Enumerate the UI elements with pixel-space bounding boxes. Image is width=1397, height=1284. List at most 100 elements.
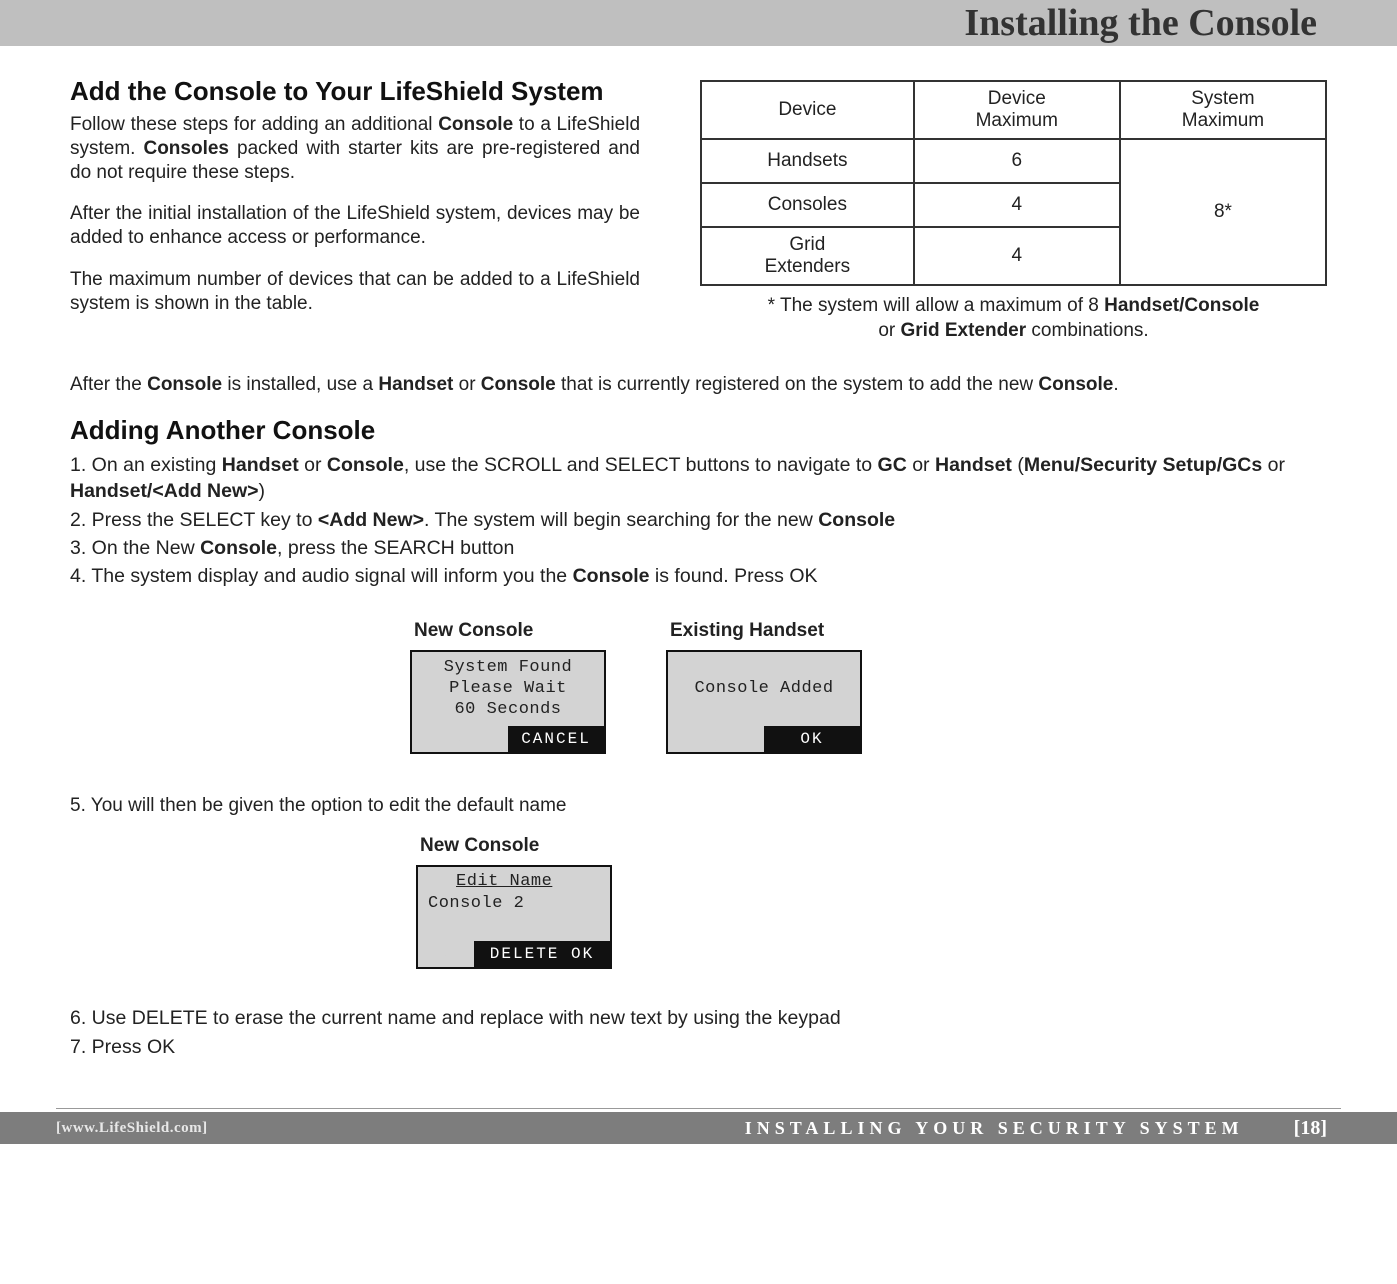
text: Grid xyxy=(789,234,825,255)
text-bold: Console xyxy=(438,114,513,135)
lcd-body: System Found Please Wait 60 Seconds xyxy=(412,652,604,726)
footer-rule xyxy=(56,1108,1341,1109)
lcd-button-blank: . xyxy=(418,941,474,967)
text-bold: Console xyxy=(327,454,404,476)
text: ( xyxy=(1012,454,1024,476)
table-cell: 4 xyxy=(914,227,1120,285)
lcd-new-console: New Console System Found Please Wait 60 … xyxy=(410,620,606,754)
lcd-line: 60 Seconds xyxy=(454,699,561,720)
text-bold: Menu/Security Setup/GCs xyxy=(1024,454,1262,476)
text: or xyxy=(1262,454,1285,476)
lcd-button-delete-ok: DELETE OK xyxy=(474,941,610,967)
lcd-buttons: . OK xyxy=(668,726,860,752)
text: Maximum xyxy=(1182,110,1264,131)
table-cell: Handsets xyxy=(701,139,914,183)
list-item: 4. The system display and audio signal w… xyxy=(70,563,1327,589)
text: * The system will allow a maximum of 8 xyxy=(768,295,1104,316)
table-header-device-max: DeviceMaximum xyxy=(914,81,1120,139)
lcd-body: Console Added xyxy=(668,652,860,726)
lcd-edit-name: New Console Edit Name Console 2 . DELETE… xyxy=(416,835,1327,969)
page-title: Installing the Console xyxy=(964,1,1317,45)
text: or xyxy=(878,320,900,341)
text-bold: Handset xyxy=(378,374,453,395)
lcd-line: Please Wait xyxy=(449,678,567,699)
text: 2. Press the SELECT key to xyxy=(70,509,318,531)
list-item: 3. On the New Console, press the SEARCH … xyxy=(70,535,1327,561)
table-cell: Consoles xyxy=(701,183,914,227)
text: or xyxy=(299,454,327,476)
text: 3. On the New xyxy=(70,537,200,559)
text: Extenders xyxy=(765,256,851,277)
section2-heading: Adding Another Console xyxy=(70,415,1327,446)
lcd-body: Edit Name Console 2 xyxy=(418,867,610,941)
list-item: 6. Use DELETE to erase the current name … xyxy=(70,1005,1327,1031)
para-after-install: After the Console is installed, use a Ha… xyxy=(70,373,1327,397)
text: System xyxy=(1191,88,1254,109)
lcd-line: Console Added xyxy=(694,678,833,699)
text: , use the SCROLL and SELECT buttons to n… xyxy=(404,454,878,476)
lcd-label: New Console xyxy=(416,835,1327,857)
text-bold: Grid Extender xyxy=(901,320,1027,341)
text: After the xyxy=(70,374,147,395)
list-item: 7. Press OK xyxy=(70,1034,1327,1060)
step5: 5. You will then be given the option to … xyxy=(70,794,1327,818)
lcd-line: Edit Name xyxy=(428,871,552,892)
table-header-system-max: SystemMaximum xyxy=(1120,81,1326,139)
text-bold: Handset/Console xyxy=(1104,295,1259,316)
text: ) xyxy=(259,480,266,502)
text-bold: <Add New> xyxy=(318,509,424,531)
text: 4. The system display and audio signal w… xyxy=(70,565,573,587)
steps-6-7: 6. Use DELETE to erase the current name … xyxy=(70,1005,1327,1060)
text: or xyxy=(907,454,935,476)
text: Maximum xyxy=(976,110,1058,131)
lcd-screen: Console Added . OK xyxy=(666,650,862,754)
list-item: 2. Press the SELECT key to <Add New>. Th… xyxy=(70,507,1327,533)
section1-p1: Follow these steps for adding an additio… xyxy=(70,113,640,184)
lcd-label: New Console xyxy=(410,620,606,642)
text: 1. On an existing xyxy=(70,454,222,476)
footer-url: [www.LifeShield.com] xyxy=(56,1120,208,1137)
table-cell: 6 xyxy=(914,139,1120,183)
text: is found. Press OK xyxy=(650,565,818,587)
text-bold: Handset/<Add New> xyxy=(70,480,259,502)
text: , press the SEARCH button xyxy=(277,537,514,559)
footer-mid: INSTALLING YOUR SECURITY SYSTEM xyxy=(745,1118,1244,1139)
lcd-existing-handset: Existing Handset Console Added . OK xyxy=(666,620,862,754)
lcd-line: Console 2 xyxy=(428,893,524,914)
table-cell-sysmax: 8* xyxy=(1120,139,1326,285)
lcd-button-blank: . xyxy=(668,726,764,752)
text-bold: Handset xyxy=(935,454,1012,476)
text-bold: Consoles xyxy=(143,138,229,159)
page-content: Add the Console to Your LifeShield Syste… xyxy=(0,46,1397,1060)
text: Follow these steps for adding an additio… xyxy=(70,114,438,135)
text: that is currently registered on the syst… xyxy=(556,374,1039,395)
lcd-screen: Edit Name Console 2 . DELETE OK xyxy=(416,865,612,969)
lcd-button-cancel: CANCEL xyxy=(508,726,604,752)
text: or xyxy=(453,374,480,395)
lcd-button-ok: OK xyxy=(764,726,860,752)
section1-heading: Add the Console to Your LifeShield Syste… xyxy=(70,76,640,107)
steps-1-4: 1. On an existing Handset or Console, us… xyxy=(70,452,1327,590)
text: is installed, use a xyxy=(222,374,378,395)
text-bold: Console xyxy=(1038,374,1113,395)
footer-page: [18] xyxy=(1294,1117,1327,1140)
text: . xyxy=(1113,374,1118,395)
lcd-line: System Found xyxy=(444,657,572,678)
section1-p2: After the initial installation of the Li… xyxy=(70,202,640,250)
lcd-screen: System Found Please Wait 60 Seconds . CA… xyxy=(410,650,606,754)
lcd-buttons: . CANCEL xyxy=(412,726,604,752)
table-footnote: * The system will allow a maximum of 8 H… xyxy=(700,294,1327,343)
text-bold: Console xyxy=(481,374,556,395)
text-bold: Console xyxy=(200,537,277,559)
footer-bar: [www.LifeShield.com] INSTALLING YOUR SEC… xyxy=(0,1112,1397,1144)
text: . The system will begin searching for th… xyxy=(424,509,818,531)
text-bold: GC xyxy=(878,454,907,476)
table-cell: 4 xyxy=(914,183,1120,227)
text-bold: Console xyxy=(147,374,222,395)
text: combinations. xyxy=(1026,320,1149,341)
lcd-buttons: . DELETE OK xyxy=(418,941,610,967)
title-bar: Installing the Console xyxy=(0,0,1397,46)
text: Device xyxy=(988,88,1046,109)
list-item: 1. On an existing Handset or Console, us… xyxy=(70,452,1327,505)
text-bold: Console xyxy=(818,509,895,531)
